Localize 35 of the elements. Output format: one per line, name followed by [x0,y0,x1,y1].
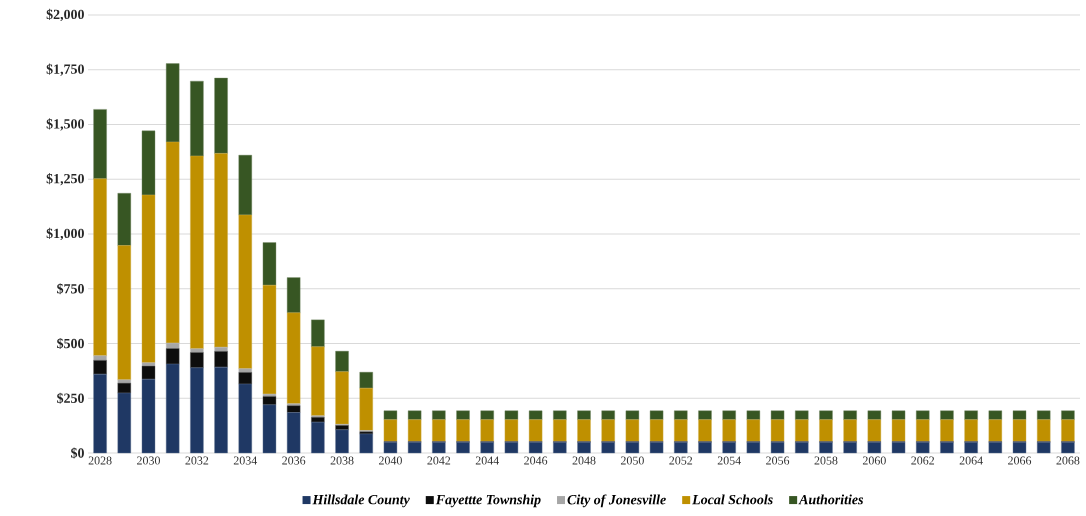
y-tick-label: $1,500 [46,118,84,131]
x-tick-label: 2032 [185,456,209,465]
x-tick-label: 2064 [959,456,983,465]
y-tick-label: $0 [71,447,84,459]
x-tick-label: 2060 [862,456,886,465]
x-tick-label: 2038 [330,456,354,465]
x-tick-label: 2042 [427,456,451,465]
x-tick-label: 2054 [717,456,741,465]
legend-label: Hillsdale County [312,494,410,508]
x-tick-label: 2030 [137,456,160,465]
x-tick-label: 2050 [620,456,644,465]
y-tick-label: $2,000 [46,8,84,22]
x-tick-label: 2058 [814,456,838,465]
y-tick-label: $1,250 [46,173,84,186]
x-tick-label: 2052 [669,456,693,465]
x-tick-label: 2028 [88,456,112,465]
x-tick-label: 2048 [572,456,596,465]
y-tick-label: $250 [57,392,84,404]
x-tick-label: 2040 [379,456,402,465]
x-tick-label: 2068 [1056,456,1080,465]
x-tick-label: 2034 [233,456,258,465]
y-tick-label: $500 [57,337,84,350]
y-tick-label: $1,000 [46,227,84,241]
x-tick-label: 2062 [911,456,935,465]
x-tick-label: 2056 [766,456,790,465]
legend-label: Authorities [798,494,864,505]
x-tick-label: 2046 [524,456,548,465]
x-tick-label: 2066 [1008,456,1032,465]
x-tick-label: 2044 [475,456,499,465]
legend-label: Local Schools [692,494,773,505]
y-tick-label: $1,750 [46,63,84,76]
legend-label: City of Jonesville [567,494,666,508]
x-tick-label: 2036 [282,456,306,465]
y-tick-label: $750 [57,283,84,295]
legend-label: Fayettte Township [435,494,541,508]
